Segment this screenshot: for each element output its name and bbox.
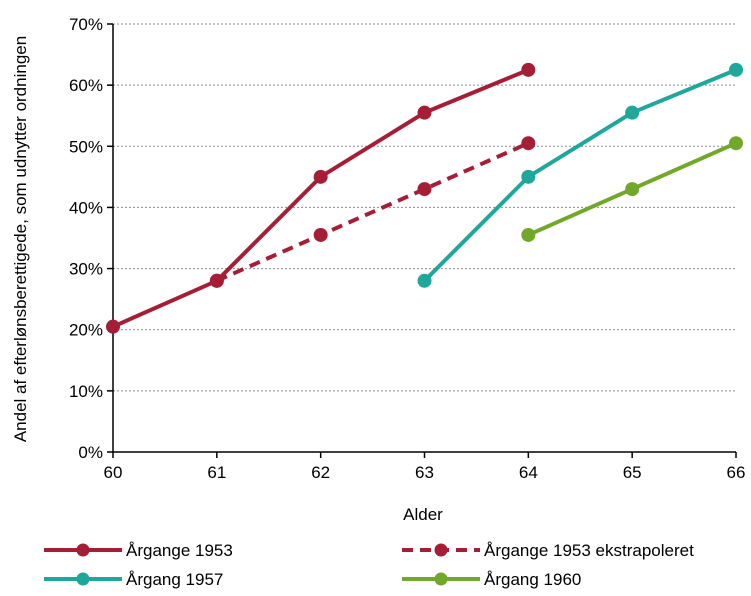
series-4 (521, 136, 743, 242)
data-point (313, 227, 328, 242)
data-point (729, 136, 743, 151)
y-tick-label: 0% (78, 443, 103, 462)
data-point (521, 169, 536, 184)
axes (107, 23, 737, 458)
x-tick-label: 60 (104, 463, 123, 482)
legend: Årgange 1953 Årgange 1953 ekstrapoleret År… (44, 541, 694, 589)
tick-labels: 0% 10% 20% 30% 40% 50% 60% 70% 60 61 62 63 64 65 66 (69, 15, 745, 482)
x-tick-label: 63 (415, 463, 434, 482)
series-1 (106, 62, 536, 334)
y-axis-title: Andel af efterlønsberettigede, som udnyt… (11, 36, 30, 442)
y-tick-label: 50% (69, 137, 103, 156)
x-tick-label: 65 (623, 463, 642, 482)
legend-marker (76, 543, 90, 557)
y-tick-label: 40% (69, 198, 103, 217)
series-2 (209, 136, 536, 288)
legend-item: Årgang 1957 (44, 570, 223, 589)
series-layer (106, 62, 743, 334)
data-point (417, 105, 432, 120)
y-tick-label: 30% (69, 260, 103, 279)
legend-item: Årgang 1960 (402, 570, 581, 589)
y-tick-label: 20% (69, 321, 103, 340)
series-3 (417, 62, 743, 288)
data-point (313, 169, 328, 184)
legend-label: Årgange 1953 ekstrapoleret (484, 541, 694, 560)
legend-item: Årgange 1953 (44, 541, 233, 560)
data-point (729, 62, 743, 77)
series-line (112, 68, 530, 329)
data-point (417, 273, 432, 288)
y-tick-label: 70% (69, 15, 103, 34)
data-point (209, 273, 224, 288)
data-point (521, 227, 536, 242)
data-point (417, 182, 432, 197)
series-line (216, 141, 530, 283)
y-tick-label: 10% (69, 382, 103, 401)
x-tick-label: 62 (311, 463, 330, 482)
legend-marker (434, 543, 448, 557)
gridlines (113, 23, 736, 392)
x-tick-label: 66 (727, 463, 746, 482)
legend-label: Årgange 1953 (126, 541, 233, 560)
legend-item: Årgange 1953 ekstrapoleret (402, 541, 694, 560)
data-point (625, 182, 640, 197)
data-point (106, 319, 120, 334)
legend-marker (434, 572, 448, 586)
data-point (625, 105, 640, 120)
legend-label: Årgang 1957 (126, 570, 223, 589)
legend-label: Årgang 1960 (484, 570, 581, 589)
x-tick-label: 61 (207, 463, 226, 482)
x-axis-title: Alder (403, 505, 443, 524)
data-point (521, 136, 536, 151)
series-line (423, 68, 737, 283)
x-tick-label: 64 (519, 463, 538, 482)
y-tick-label: 60% (69, 76, 103, 95)
data-point (521, 62, 536, 77)
legend-marker (76, 572, 90, 586)
